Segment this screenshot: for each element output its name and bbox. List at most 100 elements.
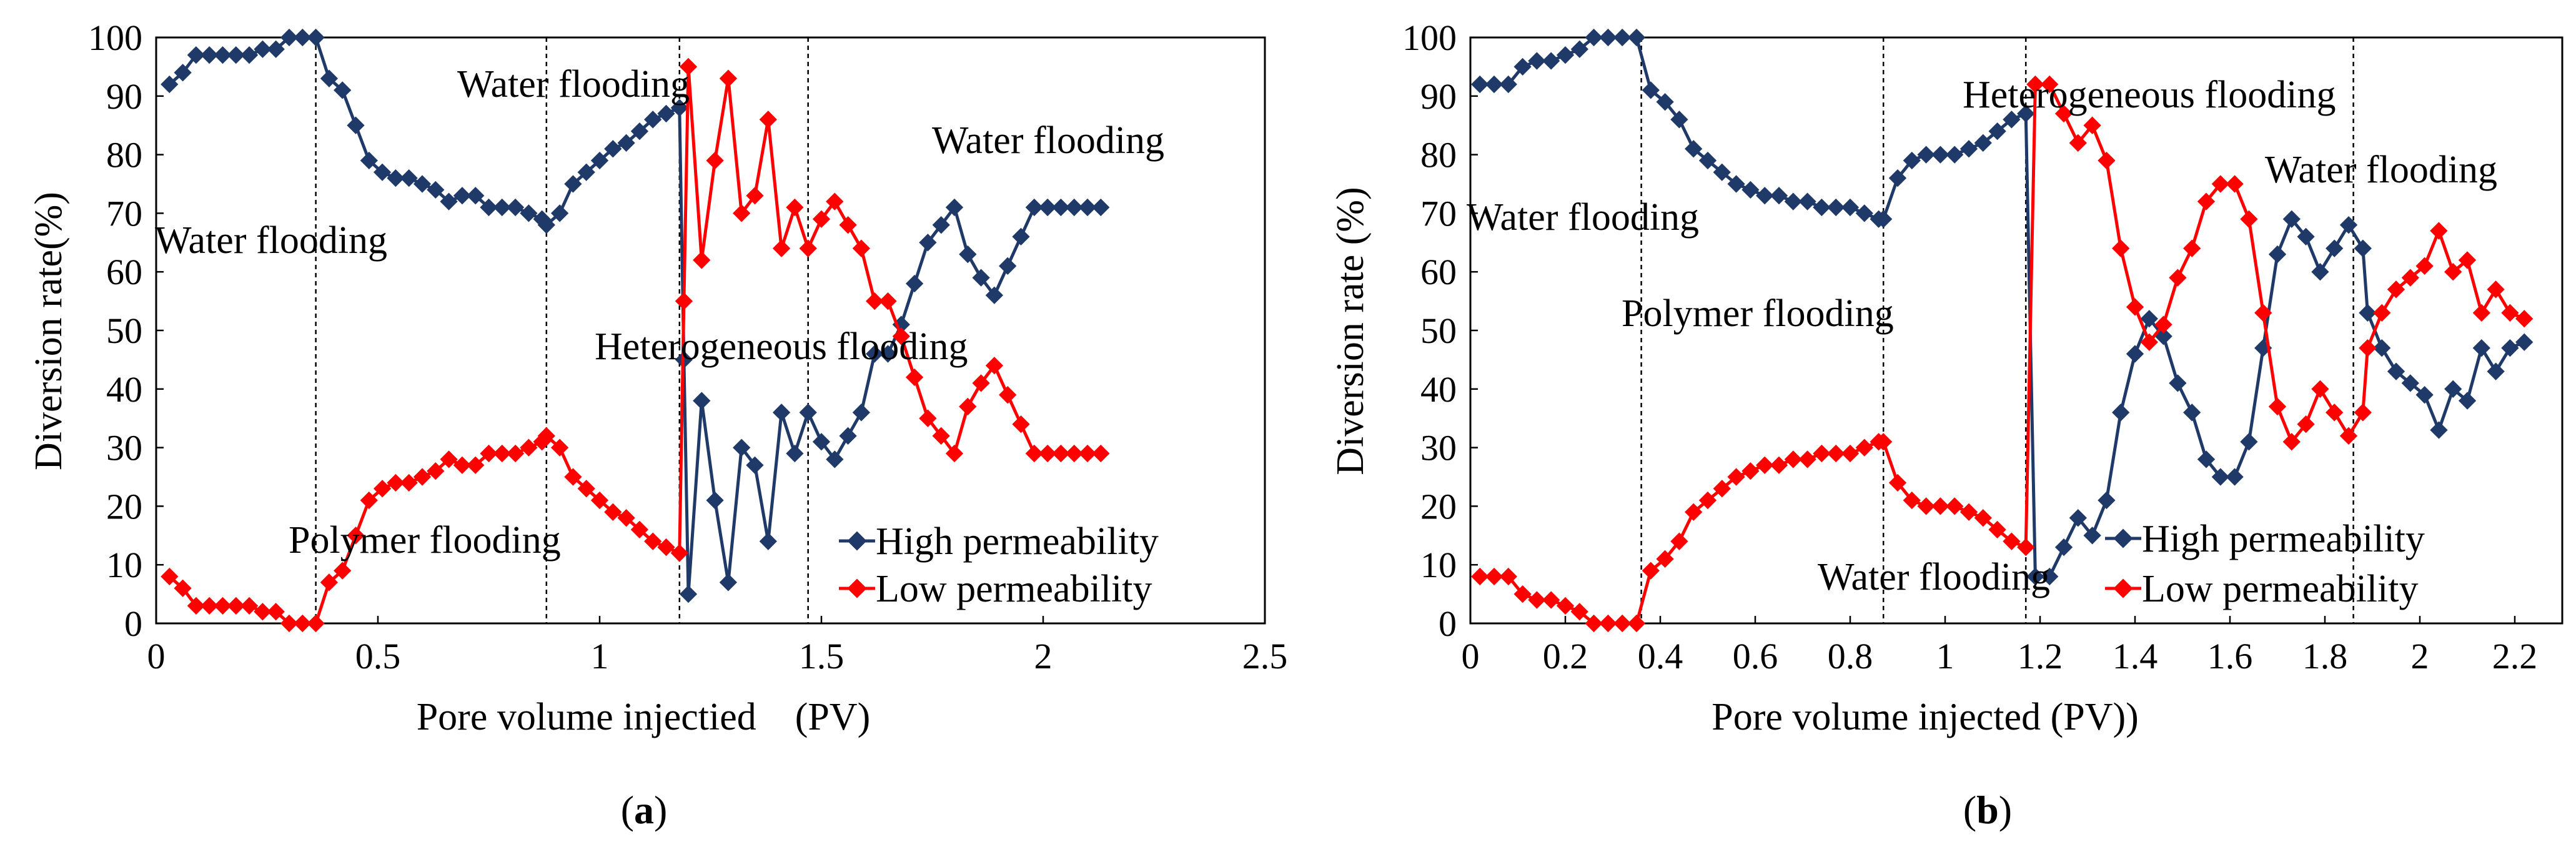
- data-point-low-b: [1974, 509, 1992, 527]
- data-point-low-a: [400, 473, 418, 492]
- y-axis-title-a: Diversion rate(%): [27, 192, 70, 470]
- data-point-low-a: [799, 239, 817, 257]
- data-point-low-a: [493, 444, 511, 463]
- data-point-low-b: [1570, 603, 1588, 621]
- data-point-low-b: [2297, 415, 2315, 433]
- data-point-low-a: [1012, 415, 1030, 433]
- data-point-high-b: [2112, 404, 2130, 422]
- data-point-high-b: [2069, 509, 2087, 527]
- data-point-high-b: [2282, 210, 2301, 228]
- data-point-low-b: [2430, 222, 2448, 240]
- data-point-low-a: [347, 527, 365, 545]
- data-point-low-b: [2226, 175, 2244, 193]
- annotation-water-flooding-2-a: Water flooding: [457, 63, 690, 106]
- x-tick-label-b: 0: [1462, 636, 1480, 676]
- y-tick-label-a: 50: [106, 310, 142, 351]
- data-point-low-b: [1627, 614, 1646, 633]
- data-point-low-b: [2311, 380, 2329, 398]
- data-point-high-b: [2472, 339, 2490, 357]
- data-point-high-a: [413, 175, 432, 193]
- data-point-low-a: [706, 151, 724, 170]
- data-point-high-b: [1713, 163, 1731, 181]
- data-point-low-a: [866, 292, 884, 310]
- data-point-low-a: [839, 216, 857, 234]
- data-point-low-b: [1988, 520, 2006, 539]
- data-point-low-b: [2211, 175, 2229, 193]
- data-point-high-a: [759, 532, 777, 550]
- data-point-low-b: [2472, 304, 2490, 322]
- data-point-low-b: [1542, 591, 1560, 609]
- annotation-water-flooding-3-a: Water flooding: [932, 119, 1164, 162]
- data-point-low-b: [2112, 239, 2130, 257]
- data-point-low-b: [2401, 269, 2419, 287]
- data-point-high-b: [1946, 146, 1964, 164]
- data-point-high-b: [1756, 187, 1774, 205]
- data-point-low-b: [2041, 75, 2059, 94]
- data-point-high-a: [1065, 198, 1083, 217]
- data-point-high-a: [799, 404, 817, 422]
- data-point-high-b: [1841, 198, 1860, 217]
- annotation-polymer-flooding-a: Polymer flooding: [289, 519, 561, 562]
- data-point-low-b: [2126, 298, 2144, 316]
- data-point-low-a: [772, 239, 791, 257]
- data-point-high-b: [1888, 169, 1907, 187]
- x-tick-label-b: 2.2: [2492, 636, 2538, 676]
- data-point-high-b: [2444, 380, 2462, 398]
- y-tick-label-b: 70: [1420, 193, 1457, 234]
- data-point-low-a: [307, 614, 325, 633]
- data-point-high-b: [2373, 339, 2391, 357]
- data-point-low-a: [174, 579, 192, 597]
- y-tick-label-b: 50: [1420, 310, 1457, 351]
- data-point-low-b: [2169, 269, 2187, 287]
- data-point-high-b: [2240, 433, 2258, 451]
- legend-b: High permeability Low permeability: [2105, 518, 2425, 610]
- data-point-low-a: [644, 532, 662, 550]
- y-tick-label-b: 100: [1402, 17, 1457, 58]
- data-point-low-b: [2458, 251, 2477, 269]
- x-tick-label-a: 2.5: [1242, 636, 1288, 676]
- y-tick-label-a: 90: [106, 76, 142, 117]
- data-point-high-a: [693, 392, 711, 410]
- data-point-high-b: [2268, 245, 2287, 264]
- y-tick-label-b: 20: [1420, 486, 1457, 527]
- data-point-low-a: [413, 468, 432, 486]
- y-tick-label-a: 100: [88, 17, 142, 58]
- data-point-high-a: [1078, 198, 1097, 217]
- legend-label-high-a: High permeability: [876, 520, 1159, 563]
- data-point-low-a: [387, 473, 405, 492]
- data-point-low-b: [1855, 438, 1873, 457]
- data-point-high-a: [706, 491, 724, 510]
- data-point-high-a: [679, 585, 698, 603]
- data-point-low-a: [550, 438, 569, 457]
- x-axis-title-a: Pore volume injectied (PV): [417, 696, 871, 738]
- data-point-low-a: [1078, 444, 1097, 463]
- data-point-high-a: [879, 345, 897, 363]
- data-point-high-a: [174, 64, 192, 82]
- data-point-high-b: [2311, 263, 2329, 281]
- data-point-high-a: [719, 573, 738, 592]
- data-point-high-b: [1698, 151, 1717, 170]
- x-tick-label-b: 1.4: [2113, 636, 2158, 676]
- data-point-high-b: [2326, 239, 2344, 257]
- data-point-high-a: [1012, 227, 1030, 246]
- x-tick-label-b: 1: [1936, 636, 1954, 676]
- data-point-low-a: [480, 444, 498, 463]
- data-point-low-b: [1888, 473, 1907, 492]
- data-point-high-a: [1025, 198, 1043, 217]
- data-point-low-a: [254, 603, 272, 621]
- legend-marker-high-b: [2113, 528, 2133, 548]
- data-point-low-a: [187, 597, 206, 615]
- data-point-low-a: [427, 462, 445, 480]
- x-tick-label-b: 1.2: [2018, 636, 2063, 676]
- y-tick-label-a: 60: [106, 252, 142, 292]
- data-point-high-a: [733, 438, 751, 457]
- data-point-low-a: [959, 397, 977, 416]
- data-point-high-a: [866, 345, 884, 363]
- data-point-low-a: [267, 603, 285, 621]
- data-point-low-a: [1065, 444, 1083, 463]
- y-tick-label-a: 40: [106, 369, 142, 410]
- data-point-high-b: [2487, 362, 2505, 380]
- data-point-high-a: [537, 216, 555, 234]
- data-point-high-b: [2126, 345, 2144, 363]
- data-point-low-a: [759, 111, 777, 129]
